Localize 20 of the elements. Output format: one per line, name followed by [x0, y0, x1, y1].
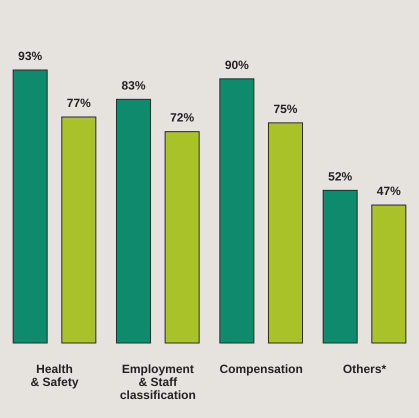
x-tick-label: Health & Safety: [30, 362, 79, 389]
data-label: 83%: [122, 78, 146, 92]
bar: [219, 78, 254, 344]
x-tick-label: Others*: [342, 362, 386, 376]
x-tick-label: Compensation: [219, 362, 303, 376]
data-label: 93%: [18, 49, 43, 63]
bar: [12, 70, 48, 344]
bar: [371, 204, 406, 344]
bar: [268, 122, 303, 344]
data-label: 47%: [376, 184, 402, 198]
bar: [164, 131, 200, 344]
data-label: 52%: [328, 169, 353, 184]
data-label: 72%: [170, 110, 194, 125]
x-tick-label: Employment & Staff classification: [120, 362, 196, 402]
bar: [322, 190, 358, 344]
data-label: 90%: [224, 58, 250, 72]
data-label: 77%: [66, 96, 92, 110]
data-label: 75%: [273, 102, 298, 116]
bar: [61, 116, 96, 344]
bar: [116, 98, 152, 344]
